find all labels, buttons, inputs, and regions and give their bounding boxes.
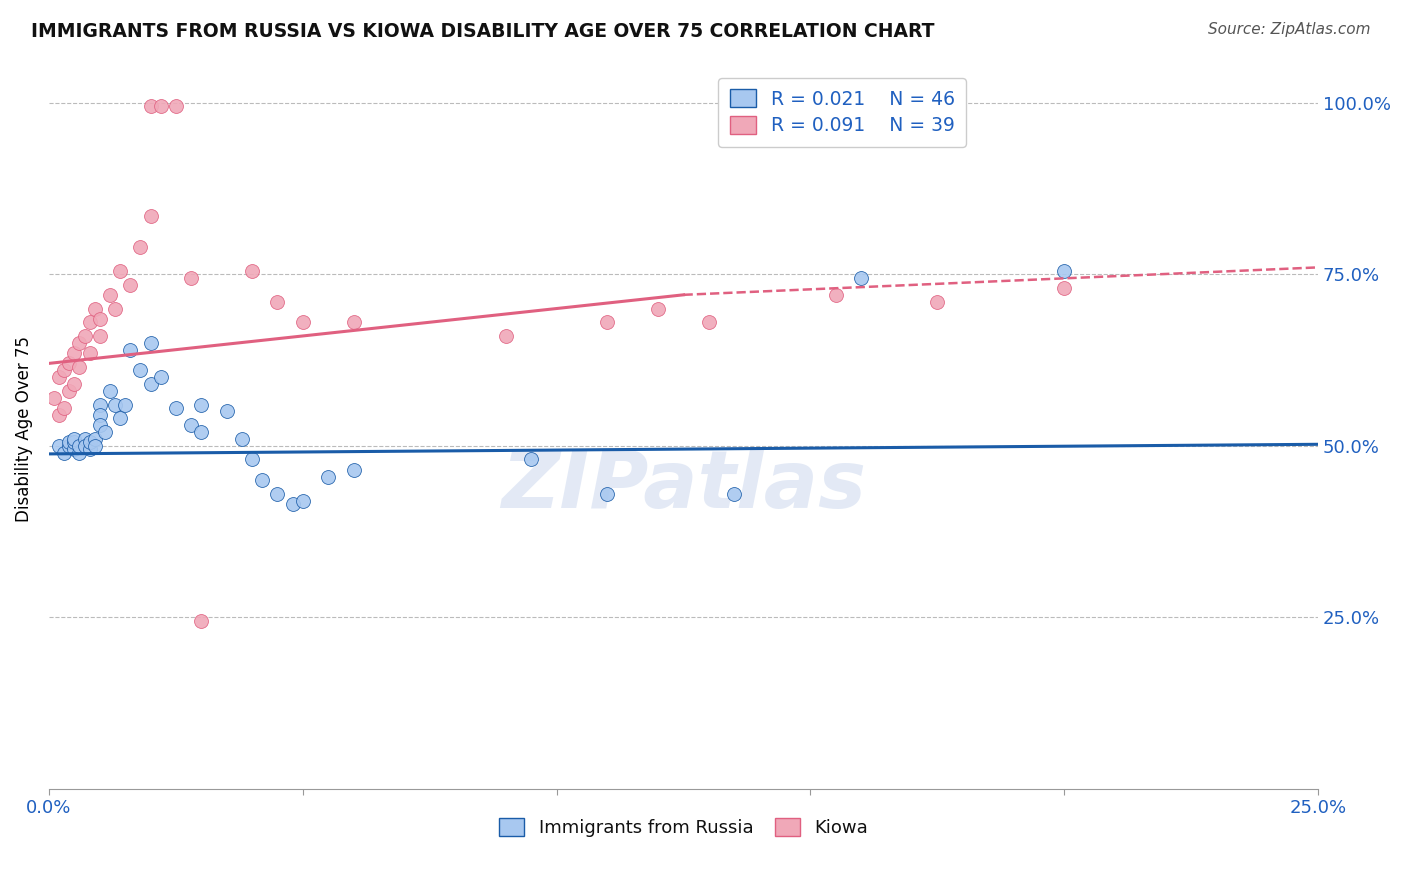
Point xyxy=(114,398,136,412)
Point xyxy=(520,452,543,467)
Point xyxy=(927,294,949,309)
Point xyxy=(291,493,314,508)
Point xyxy=(63,432,86,446)
Point xyxy=(824,288,846,302)
Point xyxy=(73,329,96,343)
Point xyxy=(165,401,187,415)
Point xyxy=(697,315,720,329)
Point xyxy=(139,376,162,391)
Point xyxy=(67,445,90,459)
Point xyxy=(79,315,101,329)
Point xyxy=(250,473,273,487)
Point xyxy=(240,264,263,278)
Point xyxy=(1053,264,1076,278)
Point xyxy=(98,384,121,398)
Point xyxy=(89,398,111,412)
Point xyxy=(316,469,339,483)
Point xyxy=(58,384,80,398)
Point xyxy=(231,432,253,446)
Point xyxy=(139,99,162,113)
Point xyxy=(190,614,212,628)
Point xyxy=(94,425,117,439)
Point xyxy=(53,445,76,459)
Legend: Immigrants from Russia, Kiowa: Immigrants from Russia, Kiowa xyxy=(492,811,876,845)
Point xyxy=(89,418,111,433)
Point xyxy=(190,398,212,412)
Point xyxy=(266,294,288,309)
Point xyxy=(104,301,127,316)
Point xyxy=(42,391,65,405)
Point xyxy=(495,329,517,343)
Point xyxy=(48,408,70,422)
Point xyxy=(149,370,172,384)
Point xyxy=(281,497,304,511)
Point xyxy=(120,343,142,357)
Point xyxy=(83,301,105,316)
Point xyxy=(215,404,238,418)
Point xyxy=(58,435,80,450)
Point xyxy=(139,209,162,223)
Point xyxy=(79,435,101,450)
Point xyxy=(73,439,96,453)
Point xyxy=(73,432,96,446)
Point xyxy=(129,240,152,254)
Point xyxy=(180,270,202,285)
Point xyxy=(104,398,127,412)
Point xyxy=(723,486,745,500)
Point xyxy=(63,346,86,360)
Point xyxy=(79,346,101,360)
Point xyxy=(291,315,314,329)
Point xyxy=(342,315,364,329)
Point xyxy=(89,311,111,326)
Point xyxy=(108,411,131,425)
Point xyxy=(149,99,172,113)
Text: ZIPatlas: ZIPatlas xyxy=(501,447,866,525)
Point xyxy=(48,370,70,384)
Point xyxy=(98,288,121,302)
Point xyxy=(63,435,86,450)
Point xyxy=(48,439,70,453)
Point xyxy=(647,301,669,316)
Point xyxy=(83,439,105,453)
Text: IMMIGRANTS FROM RUSSIA VS KIOWA DISABILITY AGE OVER 75 CORRELATION CHART: IMMIGRANTS FROM RUSSIA VS KIOWA DISABILI… xyxy=(31,22,935,41)
Point xyxy=(79,442,101,456)
Point xyxy=(240,452,263,467)
Point xyxy=(83,432,105,446)
Point xyxy=(120,277,142,292)
Point xyxy=(596,315,619,329)
Point xyxy=(58,439,80,453)
Point xyxy=(180,418,202,433)
Point xyxy=(139,335,162,350)
Point xyxy=(53,363,76,377)
Point xyxy=(67,335,90,350)
Point xyxy=(53,401,76,415)
Point xyxy=(266,486,288,500)
Point xyxy=(67,439,90,453)
Y-axis label: Disability Age Over 75: Disability Age Over 75 xyxy=(15,335,32,522)
Point xyxy=(108,264,131,278)
Point xyxy=(89,408,111,422)
Point xyxy=(89,329,111,343)
Point xyxy=(190,425,212,439)
Point xyxy=(63,442,86,456)
Point xyxy=(1053,281,1076,295)
Point xyxy=(342,463,364,477)
Point xyxy=(596,486,619,500)
Point xyxy=(851,270,873,285)
Point xyxy=(67,359,90,374)
Point xyxy=(165,99,187,113)
Point xyxy=(63,376,86,391)
Text: Source: ZipAtlas.com: Source: ZipAtlas.com xyxy=(1208,22,1371,37)
Point xyxy=(58,356,80,370)
Point xyxy=(129,363,152,377)
